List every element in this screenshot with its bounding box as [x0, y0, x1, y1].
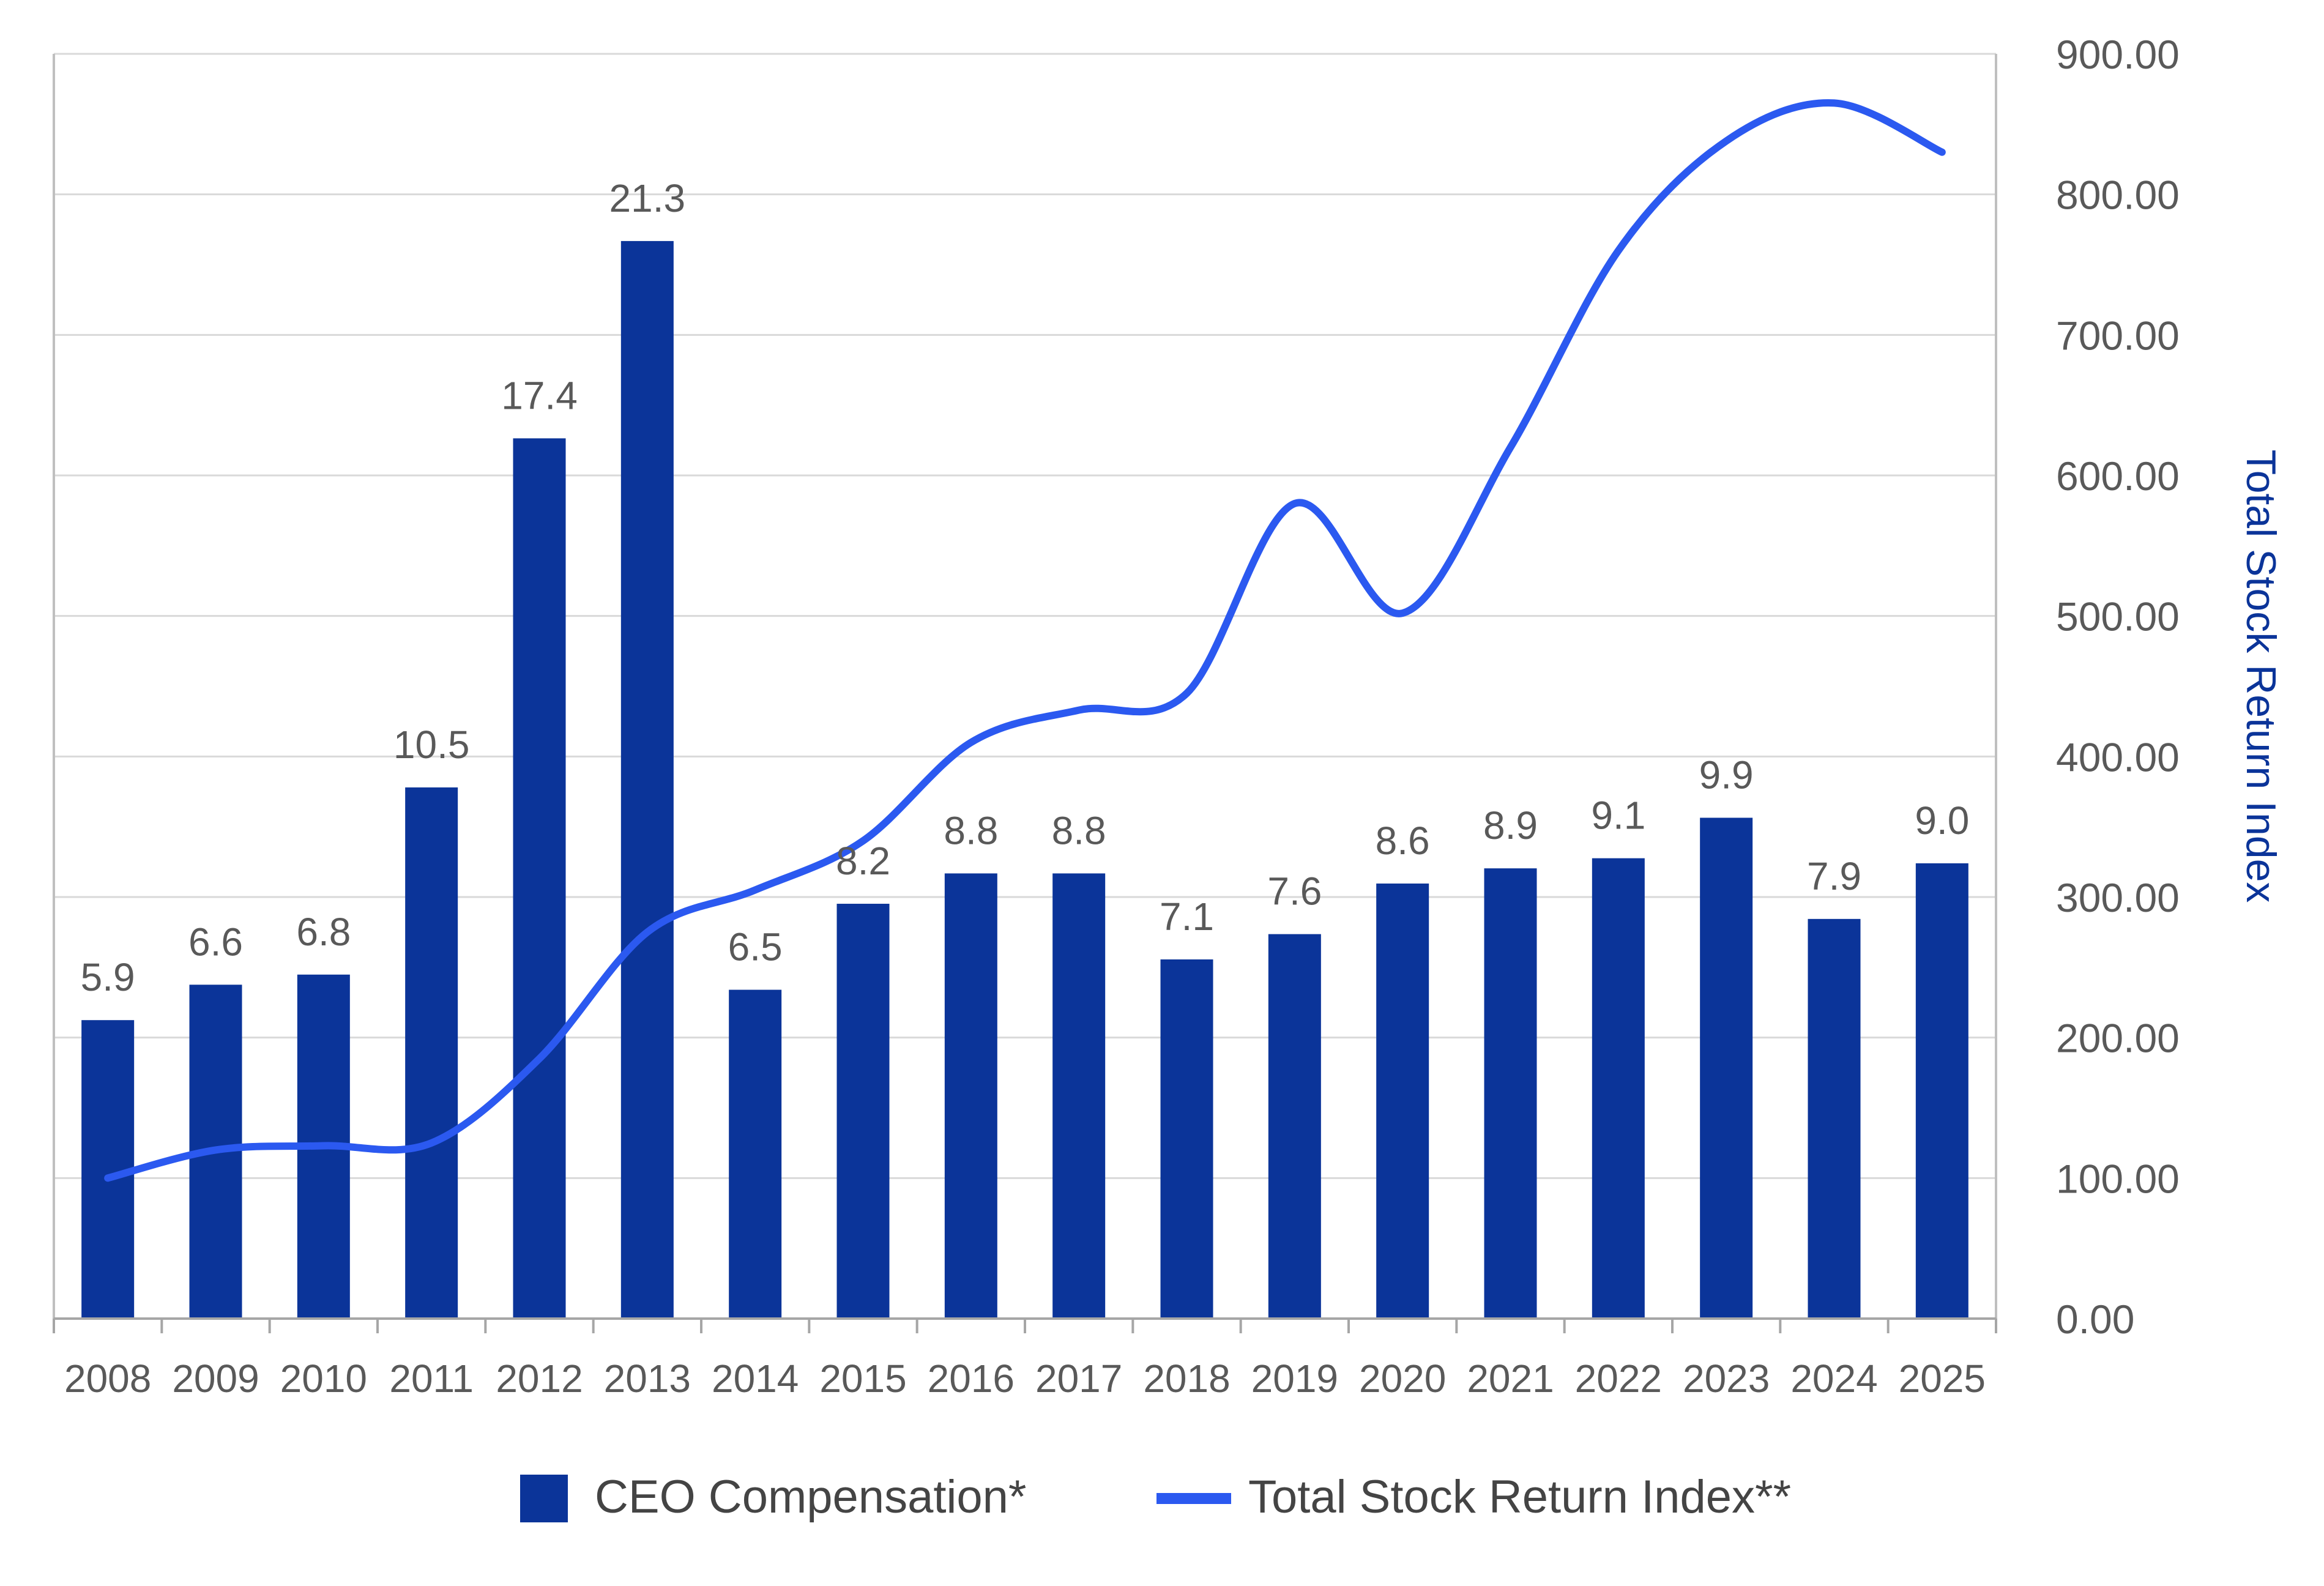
data-label-2017: 8.8: [1052, 808, 1106, 852]
bar-2023: [1700, 817, 1753, 1319]
data-label-2020: 8.6: [1376, 819, 1430, 863]
x-tick-label-2023: 2023: [1683, 1357, 1770, 1401]
bar-2017: [1052, 873, 1106, 1319]
bar-2012: [513, 438, 566, 1319]
right-tick-label: 100.00: [2056, 1156, 2180, 1201]
bar-2024: [1808, 918, 1861, 1319]
x-tick-label-2008: 2008: [64, 1357, 151, 1401]
legend-line-swatch: [1156, 1493, 1231, 1504]
data-label-2009: 6.6: [188, 920, 243, 964]
x-tick-label-2010: 2010: [280, 1357, 367, 1401]
x-tick-label-2009: 2009: [172, 1357, 259, 1401]
data-label-2013: 21.3: [609, 176, 686, 220]
data-label-2010: 6.8: [296, 910, 351, 954]
right-axis-title: Total Stock Return Index: [2238, 450, 2284, 903]
x-tick-label-2013: 2013: [604, 1357, 691, 1401]
x-tick-label-2024: 2024: [1790, 1357, 1877, 1401]
bar-2011: [405, 787, 458, 1319]
right-tick-label: 500.00: [2056, 594, 2180, 639]
data-label-2012: 17.4: [501, 373, 578, 417]
bar-2019: [1268, 934, 1321, 1319]
data-label-2022: 9.1: [1591, 794, 1645, 838]
legend: CEO Compensation* Total Stock Return Ind…: [520, 1471, 1791, 1523]
data-label-2025: 9.0: [1915, 799, 1969, 843]
data-label-2015: 8.2: [836, 839, 890, 883]
x-tick-label-2018: 2018: [1143, 1357, 1230, 1401]
bar-2022: [1592, 858, 1645, 1319]
data-label-2023: 9.9: [1699, 753, 1754, 797]
data-label-2016: 8.8: [944, 808, 998, 852]
data-label-2018: 7.1: [1160, 895, 1214, 939]
data-label-2024: 7.9: [1807, 854, 1861, 898]
data-labels: 5.9 6.6 6.8 10.5 17.4 21.3 6.5 8.2 8.8 8.8 7.1 7.6 8…: [81, 176, 1970, 999]
right-tick-label: 400.00: [2056, 734, 2180, 780]
data-label-2014: 6.5: [728, 925, 783, 969]
x-tick-label-2025: 2025: [1899, 1357, 1986, 1401]
bar-2013: [620, 240, 674, 1319]
right-tick-label: 0.00: [2056, 1297, 2134, 1342]
x-tick-label-2016: 2016: [928, 1357, 1015, 1401]
bar-2014: [729, 989, 782, 1319]
x-tick-label-2019: 2019: [1251, 1357, 1338, 1401]
right-tick-label: 600.00: [2056, 453, 2180, 499]
right-tick-label: 700.00: [2056, 313, 2180, 358]
x-axis-ticks: 2008 2009 2010 2011 2012 2013 2014 2015 2016 2017…: [64, 1357, 1986, 1401]
data-label-2011: 10.5: [393, 723, 470, 767]
legend-line-label: Total Stock Return Index**: [1248, 1471, 1791, 1523]
bar-2018: [1160, 959, 1213, 1319]
x-tick-label-2022: 2022: [1575, 1357, 1662, 1401]
x-tick-label-2015: 2015: [819, 1357, 906, 1401]
bar-2015: [836, 904, 890, 1319]
bar-2016: [944, 873, 997, 1319]
right-axis-ticks: 0.00 100.00 200.00 300.00 400.00 500.00 600.00…: [2056, 32, 2180, 1342]
legend-bar-swatch: [520, 1475, 568, 1522]
line-series: [104, 99, 1946, 1182]
x-tick-label-2021: 2021: [1467, 1357, 1554, 1401]
tsr-line: [104, 99, 1946, 1182]
data-label-2021: 8.9: [1483, 803, 1538, 847]
legend-bar-label: CEO Compensation*: [595, 1471, 1026, 1523]
right-tick-label: 800.00: [2056, 173, 2180, 218]
right-tick-label: 300.00: [2056, 875, 2180, 920]
bar-2025: [1915, 863, 1968, 1319]
gridlines: [54, 53, 1996, 1179]
x-tick-label-2020: 2020: [1359, 1357, 1446, 1401]
bar-2020: [1376, 883, 1429, 1319]
x-tick-label-2011: 2011: [389, 1357, 474, 1401]
right-tick-label: 900.00: [2056, 32, 2180, 77]
data-label-2008: 5.9: [81, 955, 135, 999]
bar-series: [81, 240, 1968, 1319]
x-tick-label-2012: 2012: [496, 1357, 583, 1401]
x-tick-label-2017: 2017: [1035, 1357, 1122, 1401]
bar-2021: [1484, 868, 1537, 1319]
x-tick-label-2014: 2014: [712, 1357, 799, 1401]
axes: [53, 54, 1997, 1333]
data-label-2019: 7.6: [1267, 869, 1322, 914]
right-tick-label: 200.00: [2056, 1016, 2180, 1061]
